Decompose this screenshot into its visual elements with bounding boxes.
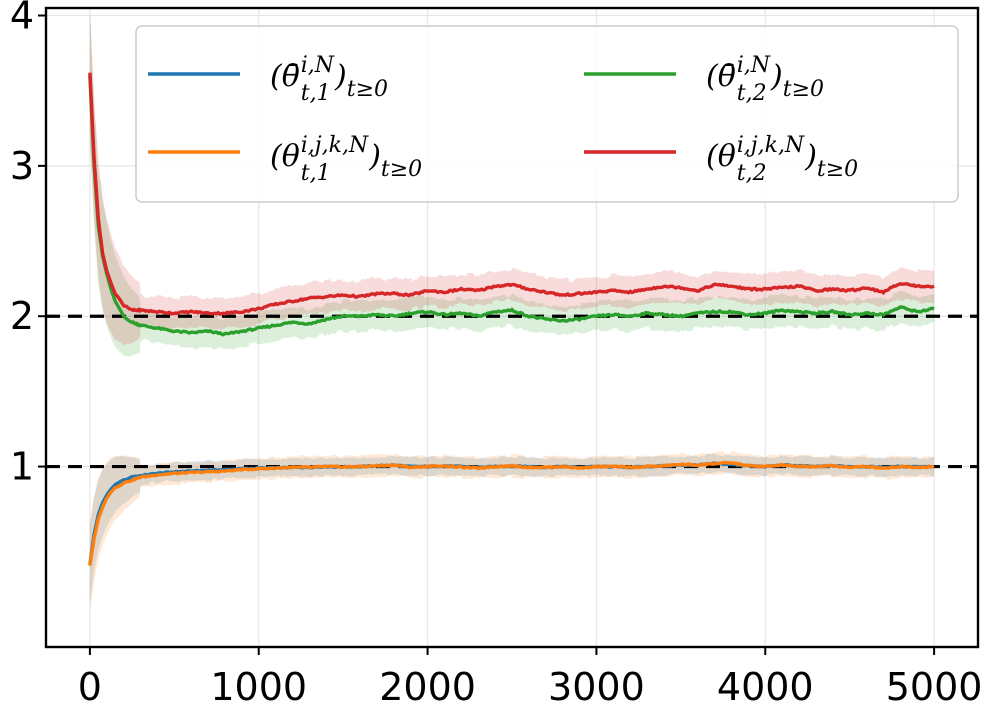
series-lines: [88, 72, 935, 567]
x-tick-label: 4000: [717, 665, 814, 709]
y-tick-label: 1: [10, 445, 34, 489]
legend-label: (θ̄i,N t,2)t≥0: [706, 53, 824, 106]
x-tick-label: 3000: [548, 665, 645, 709]
ticks: 0 1000 2000 3000 4000 5000 1 2 3 4: [10, 0, 983, 709]
series-line-3: [88, 72, 935, 316]
x-tick-label: 2000: [379, 665, 476, 709]
y-tick-label: 2: [10, 294, 34, 338]
series-line-1: [88, 75, 935, 337]
series-line-2: [88, 460, 935, 567]
band-2: [89, 450, 935, 612]
legend-box: [135, 25, 959, 203]
band-3: [89, 8, 935, 346]
legend-label: (θi,j,k,N t,1)t≥0: [270, 133, 422, 186]
legend-label: (θi,j,k,N t,2)t≥0: [706, 133, 858, 186]
band-1: [89, 11, 935, 357]
x-tick-label: 0: [78, 665, 102, 709]
y-tick-label: 4: [10, 0, 34, 38]
legend: (θ̄i,N t,1)t≥0 (θ̄i,N t,2)t≥0 (θi,j,k,N t,1)t…: [135, 25, 959, 203]
legend-label: (θ̄i,N t,1)t≥0: [270, 53, 388, 106]
axes-frame: [44, 6, 980, 649]
x-tick-label: 1000: [210, 665, 307, 709]
x-tick-label: 5000: [886, 665, 983, 709]
y-tick-label: 3: [10, 144, 34, 188]
